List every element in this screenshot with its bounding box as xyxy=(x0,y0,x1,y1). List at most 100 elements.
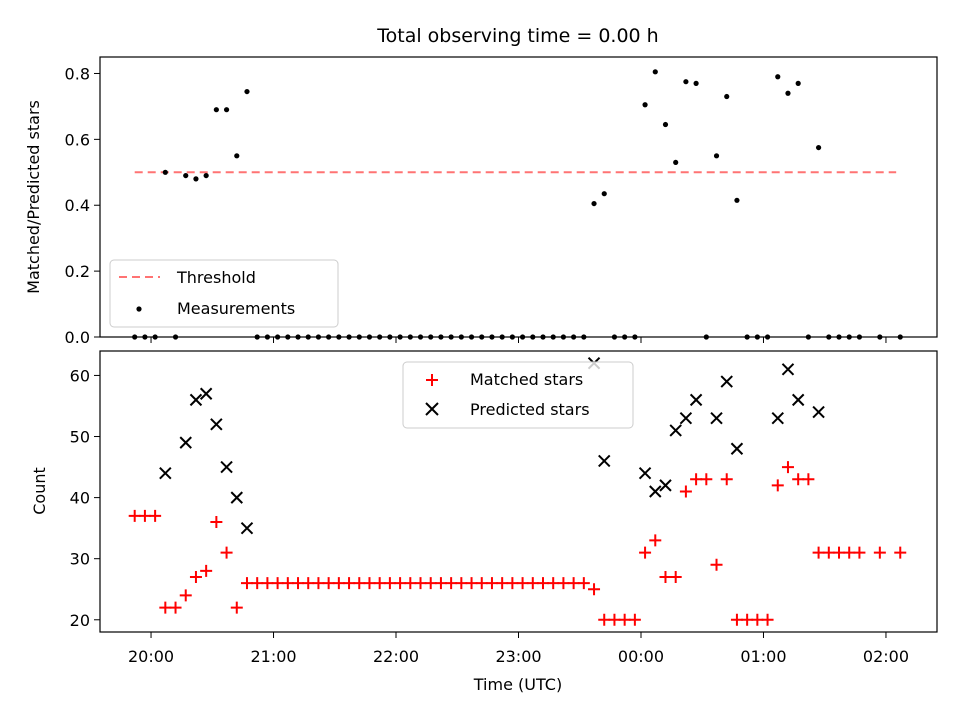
matched-star-point xyxy=(424,577,437,590)
predicted-star-point xyxy=(210,418,223,431)
matched-star-point xyxy=(312,577,325,590)
matched-star-point xyxy=(261,577,274,590)
matched-star-point xyxy=(485,577,498,590)
predicted-star-point xyxy=(659,479,672,492)
matched-star-point xyxy=(812,546,825,559)
count-plot-area xyxy=(128,357,907,626)
ratio-x-ticks xyxy=(150,337,887,343)
matched-star-point xyxy=(373,577,386,590)
matched-star-point xyxy=(894,546,907,559)
legend-predicted-swatch xyxy=(425,402,439,416)
measurement-point xyxy=(815,144,822,151)
matched-star-point xyxy=(822,546,835,559)
measurement-point xyxy=(693,80,699,86)
legend-predicted-label: Predicted stars xyxy=(470,400,590,419)
matched-star-point xyxy=(506,577,519,590)
matched-star-point xyxy=(332,577,345,590)
matched-star-point xyxy=(434,577,447,590)
count-panel: 20 30 40 50 60 20:00 21:00 22:00 23:00 00:00 01:0… xyxy=(30,350,938,694)
x-axis-label: Time (UTC) xyxy=(473,675,562,694)
matched-star-point xyxy=(577,577,590,590)
ratio-legend-box xyxy=(109,259,339,328)
count-y-tick-label: 30 xyxy=(70,550,90,569)
predicted-star-point xyxy=(159,466,172,480)
matched-star-point xyxy=(179,589,192,602)
count-x-tick-label: 02:00 xyxy=(863,647,909,666)
legend-matched-swatch xyxy=(426,374,438,386)
measurement-point xyxy=(234,153,240,159)
matched-star-point xyxy=(792,473,805,486)
measurement-point xyxy=(203,172,209,179)
count-x-tick-label: 21:00 xyxy=(250,647,296,666)
matched-star-point xyxy=(557,577,570,590)
matched-star-point xyxy=(608,613,621,626)
matched-star-point xyxy=(138,509,151,522)
matched-star-point xyxy=(292,577,305,590)
count-legend-box xyxy=(402,361,634,429)
matched-star-point xyxy=(567,577,580,590)
matched-star-point xyxy=(833,546,846,559)
measurement-point xyxy=(673,159,679,166)
matched-star-point xyxy=(873,546,886,559)
matched-star-point xyxy=(149,509,162,522)
matched-star-point xyxy=(802,473,815,486)
predicted-star-point xyxy=(730,442,744,455)
matched-star-point xyxy=(588,583,601,596)
ratio-y-axis-label: Matched/Predicted stars xyxy=(24,100,43,294)
matched-star-point xyxy=(251,577,264,590)
matched-star-point xyxy=(618,613,631,626)
chart-title: Total observing time = 0.00 h xyxy=(376,25,658,47)
measurement-point xyxy=(795,80,801,86)
predicted-star-point xyxy=(791,393,805,407)
predicted-star-point xyxy=(720,375,733,388)
matched-star-point xyxy=(475,577,488,590)
count-x-tick-label: 00:00 xyxy=(618,647,664,666)
measurement-point xyxy=(162,169,168,175)
matched-star-point xyxy=(200,564,213,577)
measurement-point xyxy=(683,79,689,85)
predicted-star-point xyxy=(771,411,784,425)
matched-star-point xyxy=(720,473,733,486)
ratio-y-tick-label: 0.6 xyxy=(65,130,90,149)
legend-measurements-label: Measurements xyxy=(177,299,295,318)
count-y-tick-label: 40 xyxy=(70,489,90,508)
matched-star-point xyxy=(639,546,652,559)
matched-star-point xyxy=(220,546,233,559)
matched-star-point xyxy=(741,613,754,626)
ratio-y-tick-label: 0.4 xyxy=(65,196,90,215)
matched-star-point xyxy=(240,577,253,590)
matched-star-point xyxy=(465,577,478,590)
matched-star-point xyxy=(343,577,356,590)
matched-star-point xyxy=(383,577,396,590)
measurement-point xyxy=(775,74,781,80)
legend-threshold-label: Threshold xyxy=(176,268,256,287)
matched-star-point xyxy=(649,534,662,547)
ratio-y-tick-label: 0.2 xyxy=(65,262,90,281)
matched-star-point xyxy=(659,571,672,584)
measurement-point xyxy=(213,107,219,113)
count-x-tick-label: 23:00 xyxy=(495,647,541,666)
count-y-tick-label: 20 xyxy=(70,611,90,630)
measurement-point xyxy=(734,197,740,203)
ratio-legend: Threshold Measurements xyxy=(109,259,339,328)
matched-star-point xyxy=(159,601,172,614)
matched-star-point xyxy=(781,461,794,474)
measurement-point xyxy=(193,176,199,182)
count-x-axis: 20:00 21:00 22:00 23:00 00:00 01:00 02:00 xyxy=(128,632,909,666)
measurement-point xyxy=(652,69,658,75)
count-x-tick-label: 01:00 xyxy=(740,647,786,666)
matched-star-point xyxy=(853,546,866,559)
count-y-axis: 20 30 40 50 60 xyxy=(70,366,100,630)
matched-star-point xyxy=(496,577,509,590)
matched-star-point xyxy=(169,601,182,614)
predicted-star-point xyxy=(240,521,254,535)
matched-star-point xyxy=(547,577,560,590)
predicted-star-point xyxy=(179,436,192,449)
matched-star-point xyxy=(710,558,723,571)
measurement-point xyxy=(724,93,730,100)
count-x-tick-label: 22:00 xyxy=(373,647,419,666)
predicted-star-point xyxy=(230,491,243,504)
measurement-point xyxy=(223,107,230,113)
matched-star-point xyxy=(455,577,468,590)
